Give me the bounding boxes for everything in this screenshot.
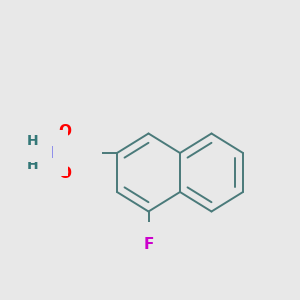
Text: O: O xyxy=(58,124,71,140)
Text: H: H xyxy=(27,134,38,148)
Text: S: S xyxy=(76,146,86,160)
Text: O: O xyxy=(58,167,71,182)
Text: H: H xyxy=(27,158,38,172)
Text: N: N xyxy=(40,146,53,160)
Text: F: F xyxy=(143,237,154,252)
